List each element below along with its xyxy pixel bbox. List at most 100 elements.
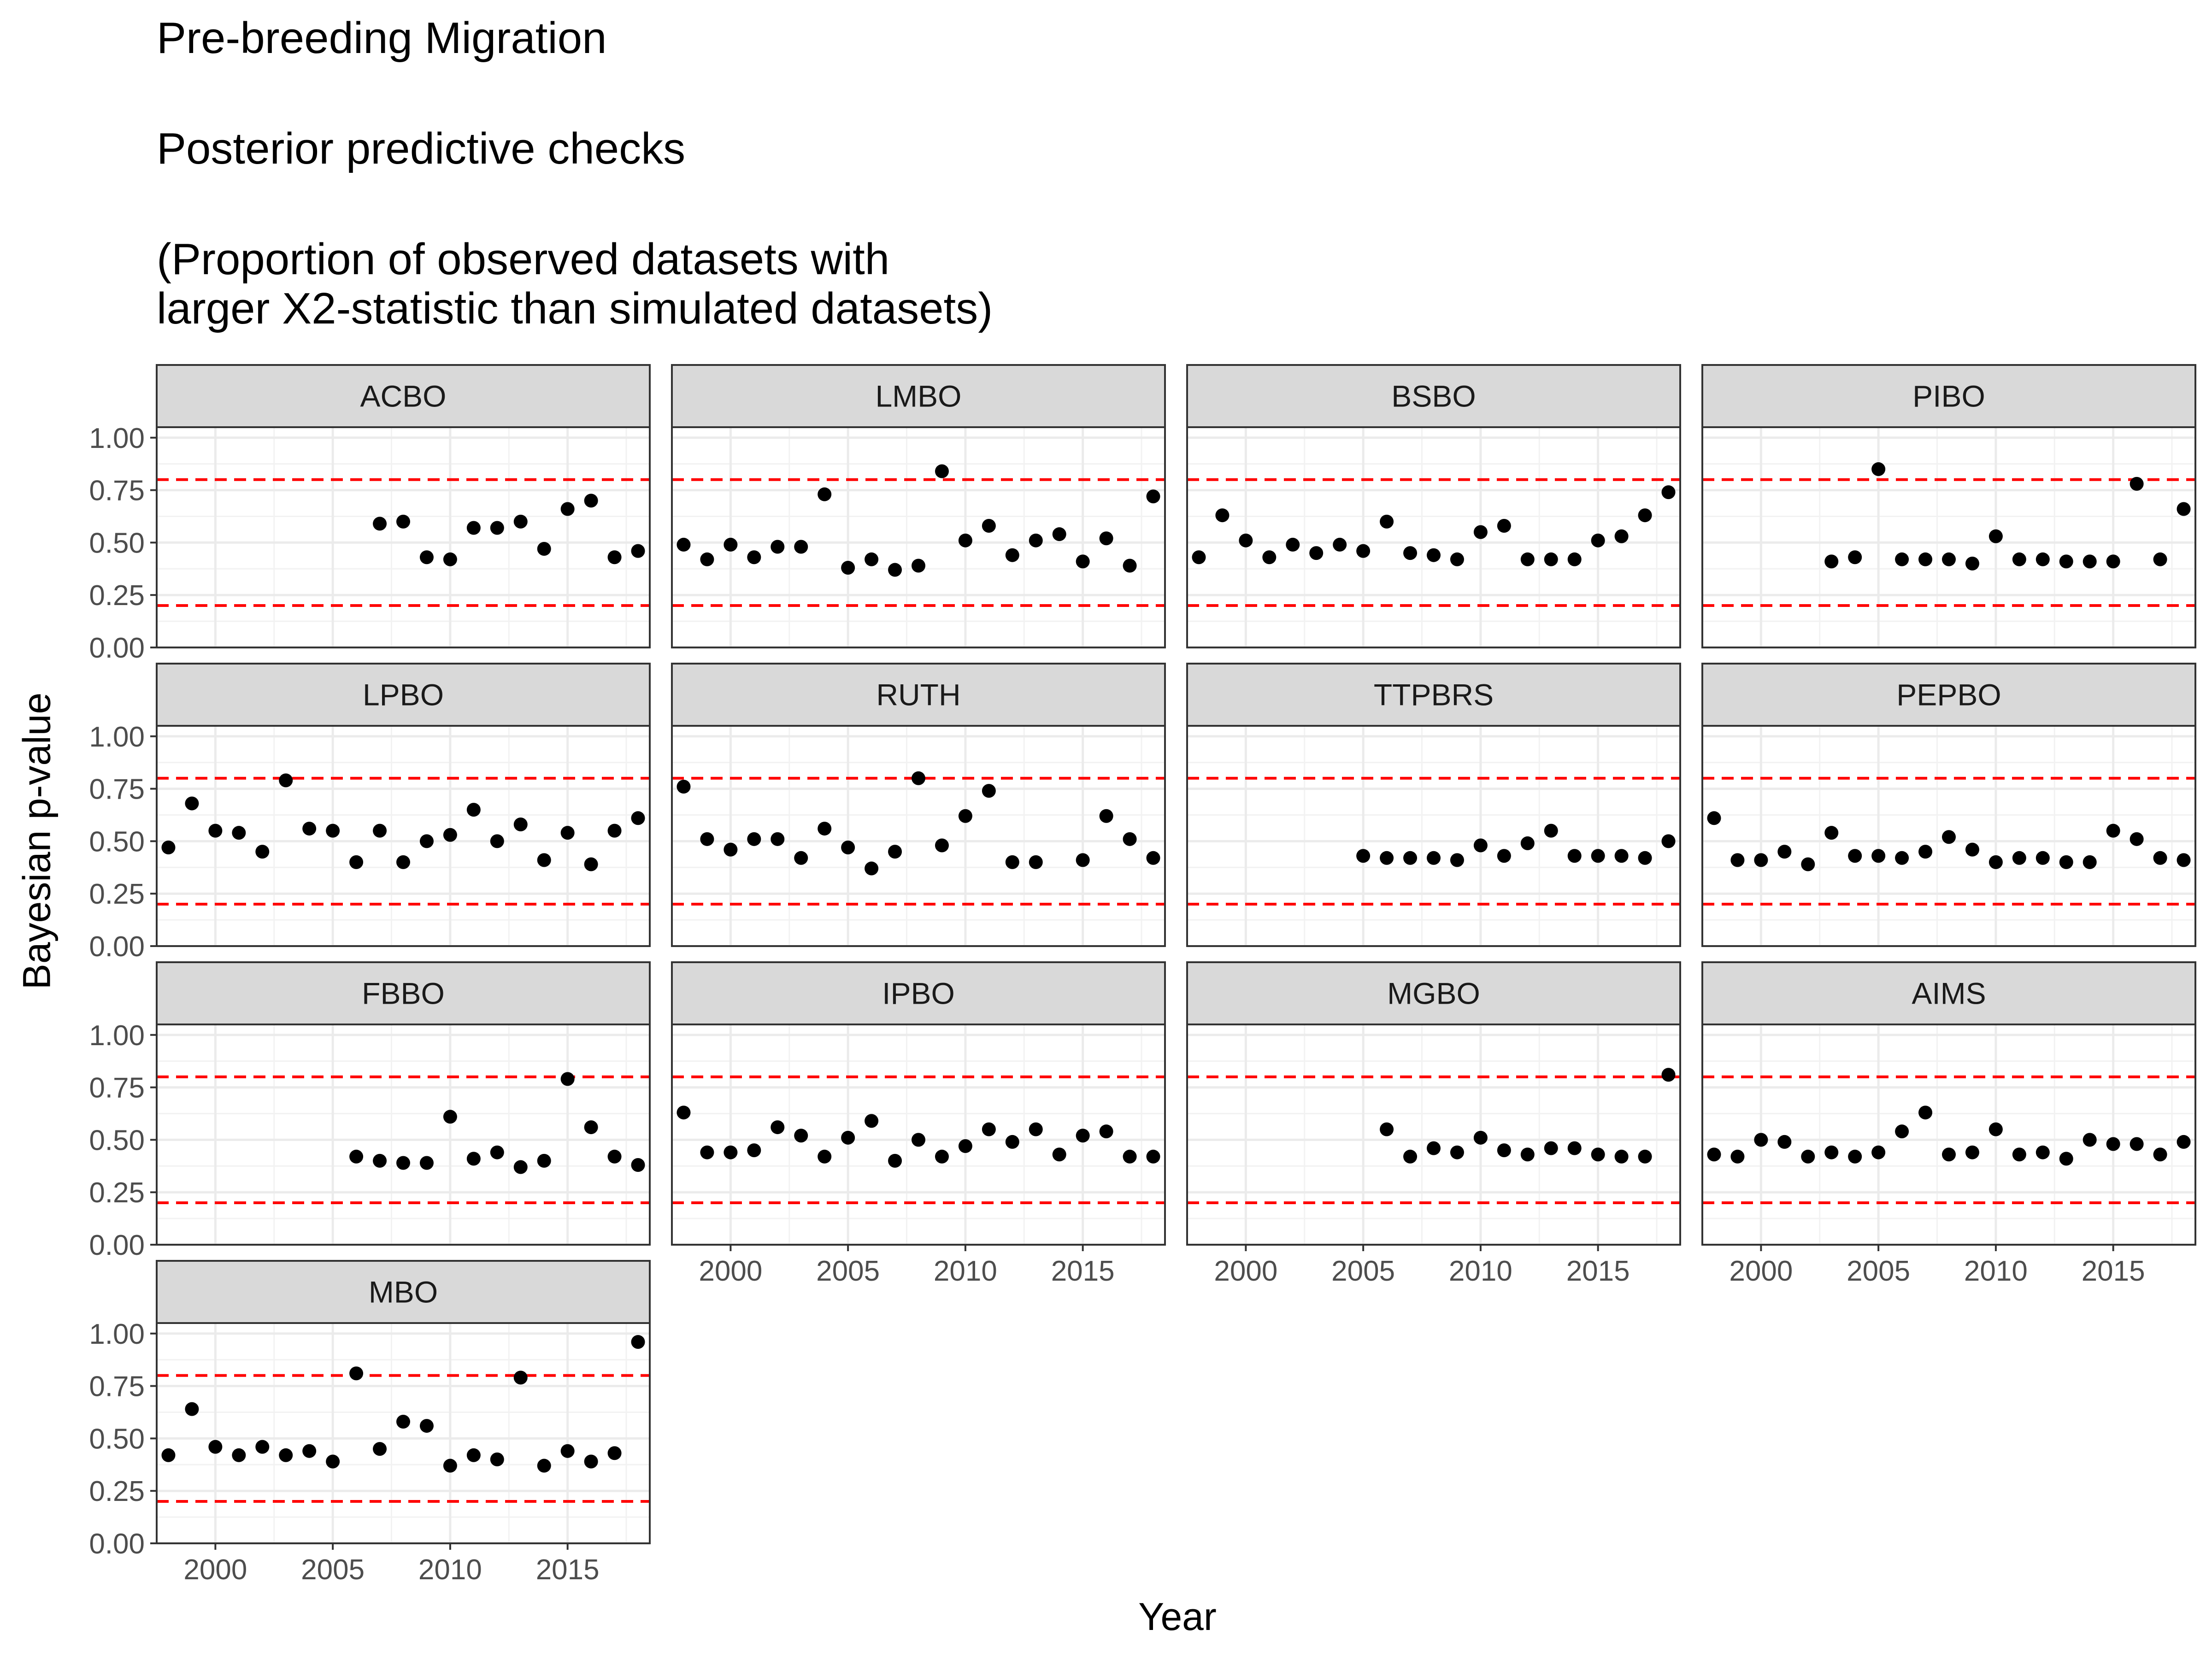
data-point — [2153, 851, 2167, 865]
panel-background — [157, 1323, 650, 1543]
y-tick-label: 0.25 — [89, 878, 145, 910]
data-point — [958, 809, 972, 823]
data-point — [1638, 1149, 1652, 1164]
data-point — [888, 845, 902, 859]
facet-strip-label: AIMS — [1912, 977, 1986, 1011]
data-point — [1661, 834, 1676, 848]
data-point — [818, 1149, 832, 1164]
data-point — [161, 1448, 176, 1462]
data-point — [2153, 552, 2167, 566]
data-point — [419, 550, 434, 565]
data-point — [1123, 832, 1137, 846]
data-point — [982, 1122, 996, 1136]
data-point — [1754, 1133, 1768, 1147]
data-point — [466, 803, 481, 817]
facet-strip — [156, 663, 651, 727]
data-point — [1450, 853, 1464, 867]
data-point — [1544, 552, 1558, 566]
data-point — [1965, 842, 1979, 857]
data-point — [1356, 849, 1371, 863]
facet-strip — [156, 364, 651, 428]
data-point — [2106, 824, 2120, 838]
data-point — [396, 1414, 410, 1429]
data-point — [982, 518, 996, 533]
chart-title-line-3: (Proportion of observed datasets with — [157, 235, 890, 284]
data-point — [794, 851, 808, 865]
data-point — [2012, 552, 2026, 566]
data-point — [982, 784, 996, 798]
data-point — [912, 559, 925, 573]
data-point — [724, 537, 738, 552]
chart-title-line-4: larger X2-statistic than simulated datas… — [157, 284, 993, 333]
data-point — [607, 1149, 622, 1164]
x-tick-label: 2015 — [1566, 1255, 1630, 1287]
data-point — [1450, 552, 1464, 566]
data-point — [607, 550, 622, 565]
data-point — [396, 855, 410, 869]
data-point — [1965, 556, 1979, 571]
data-point — [1052, 527, 1066, 541]
data-point — [326, 1454, 340, 1469]
data-point — [161, 841, 176, 855]
y-tick-label: 0.75 — [89, 475, 145, 507]
data-point — [208, 824, 223, 838]
data-point — [349, 1366, 364, 1381]
data-point — [1005, 1135, 1019, 1149]
data-point — [724, 842, 738, 857]
y-tick-label: 0.75 — [89, 1072, 145, 1104]
x-tick-label: 2000 — [1214, 1255, 1277, 1287]
data-point — [747, 1143, 761, 1158]
data-point — [1942, 1147, 1956, 1162]
data-point — [1520, 836, 1535, 850]
panel-background — [1187, 726, 1680, 946]
x-tick-label: 2010 — [934, 1255, 997, 1287]
data-point — [1403, 546, 1418, 560]
data-point — [373, 1153, 387, 1168]
data-point — [584, 1454, 598, 1469]
data-point — [1965, 1145, 1979, 1159]
data-point — [255, 845, 270, 859]
data-point — [232, 826, 246, 840]
facet-strip-label: LPBO — [363, 678, 444, 712]
data-point — [419, 834, 434, 848]
data-point — [1473, 838, 1488, 853]
data-point — [1520, 552, 1535, 566]
data-point — [1239, 533, 1253, 547]
y-tick-label: 0.50 — [89, 1124, 145, 1156]
data-point — [1497, 518, 1511, 533]
data-point — [537, 853, 551, 867]
data-point — [935, 1149, 949, 1164]
data-point — [1661, 1068, 1676, 1082]
data-point — [2083, 554, 2097, 569]
data-point — [1309, 546, 1324, 560]
data-point — [2153, 1147, 2167, 1162]
panel-background — [1187, 427, 1680, 647]
data-point — [1591, 849, 1605, 863]
data-point — [1146, 851, 1160, 865]
data-point — [2130, 832, 2144, 846]
panel-background — [157, 427, 650, 647]
panel-background — [672, 726, 1165, 946]
facet-panel-pepbo: PEPBO — [1701, 663, 2196, 947]
x-tick-label: 2015 — [2082, 1255, 2145, 1287]
facet-panel-lpbo: LPBO 0.00 0.25 0.50 0.75 1.00 — [89, 663, 651, 963]
data-point — [1427, 851, 1441, 865]
data-point — [396, 1156, 410, 1170]
data-point — [1777, 845, 1792, 859]
chart-title-line-1: Pre-breeding Migration — [157, 13, 607, 63]
data-point — [537, 1459, 551, 1473]
data-point — [2083, 855, 2097, 869]
data-point — [771, 540, 785, 554]
data-point — [607, 824, 622, 838]
data-point — [1146, 489, 1160, 504]
facet-panel-acbo: ACBO 0.00 0.25 0.50 0.75 1.00 — [89, 364, 651, 664]
data-point — [1730, 1149, 1745, 1164]
data-point — [1497, 1143, 1511, 1158]
data-point — [1146, 1149, 1160, 1164]
facet-strip-label: PIBO — [1912, 379, 1985, 413]
data-point — [1380, 851, 1394, 865]
y-tick-label: 0.50 — [89, 826, 145, 858]
data-point — [396, 514, 410, 529]
panel-background — [157, 1024, 650, 1245]
data-point — [935, 464, 949, 478]
